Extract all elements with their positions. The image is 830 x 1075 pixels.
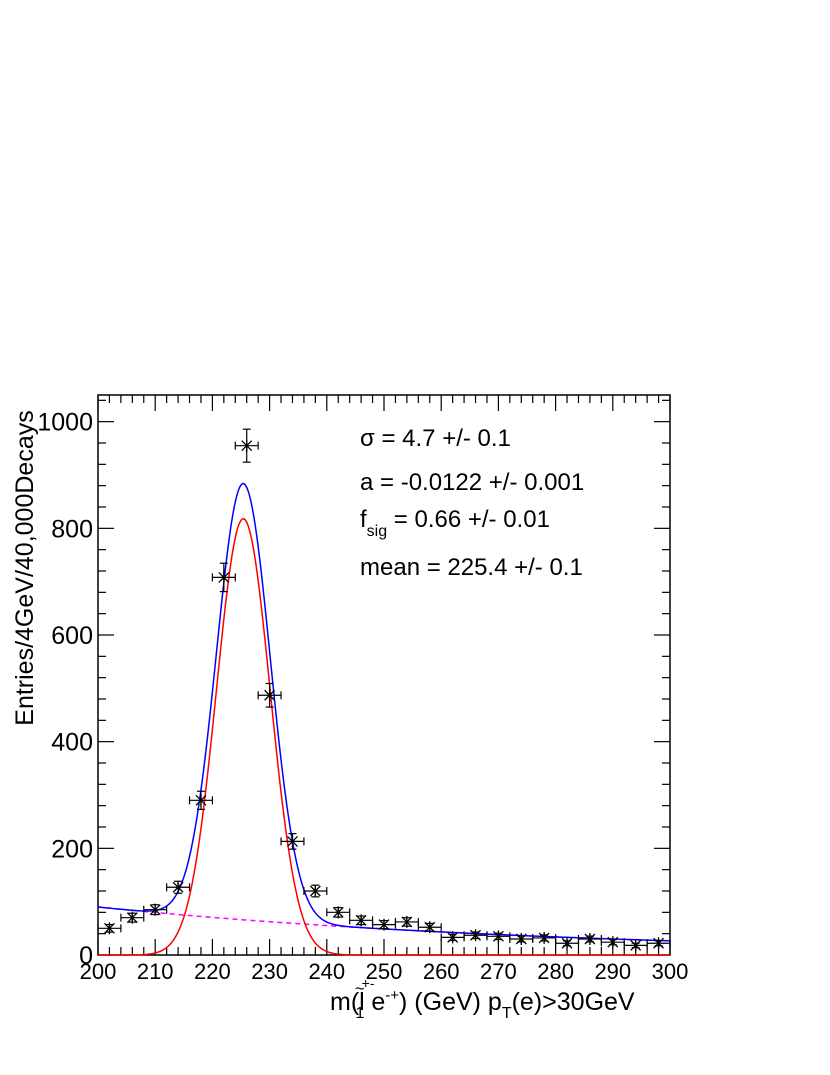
star-marker — [492, 930, 504, 943]
data-point — [166, 880, 191, 894]
star-marker — [630, 939, 642, 952]
data-point — [440, 931, 465, 944]
star-marker — [195, 794, 207, 807]
y-axis-title: Entries/4GeV/40,000Decays — [11, 410, 39, 725]
star-marker — [309, 885, 321, 897]
star-marker — [287, 835, 298, 848]
data-point — [211, 562, 236, 593]
y-tick-label: 800 — [51, 515, 93, 543]
data-point — [532, 931, 557, 944]
data-point — [349, 914, 374, 927]
x-tick-label: 290 — [594, 959, 631, 984]
x-tick-label: 240 — [308, 959, 345, 984]
data-point — [326, 906, 351, 919]
star-marker — [584, 933, 596, 945]
fit-results: σ = 4.7 +/- 0.1 a = -0.0122 +/- 0.001 fs… — [360, 425, 584, 581]
y-tick-label: 600 — [51, 622, 93, 650]
data-point — [234, 428, 259, 463]
data-point — [554, 937, 580, 950]
x-tick-label: 280 — [537, 959, 574, 984]
data-point — [417, 921, 442, 934]
x-tick-labels: 200 210 220 230 240 250 260 270 280 290 300 — [80, 959, 689, 984]
data-point — [280, 833, 305, 850]
data-point — [371, 918, 397, 931]
data-point — [486, 930, 511, 943]
data-point — [623, 939, 648, 952]
sigma-annotation: σ = 4.7 +/- 0.1 — [360, 425, 511, 452]
x-tick-label: 200 — [80, 959, 117, 984]
total-fit-curve — [97, 482, 671, 942]
x-tick-label: 230 — [251, 959, 288, 984]
x-tick-label: 220 — [194, 959, 231, 984]
x-tick-label: 300 — [652, 959, 689, 984]
a-annotation: a = -0.0122 +/- 0.001 — [360, 469, 584, 496]
star-marker — [332, 906, 344, 919]
data-point — [188, 790, 213, 811]
star-marker — [470, 929, 481, 942]
y-tick-label: 400 — [51, 729, 93, 757]
fsig-annotation: fsig = 0.66 +/- 0.01 — [360, 506, 550, 540]
data-points — [97, 428, 671, 952]
mean-annotation: mean = 225.4 +/- 0.1 — [360, 554, 583, 581]
axis-ticks — [97, 395, 671, 956]
data-point — [577, 933, 602, 945]
star-marker — [355, 914, 367, 927]
star-marker — [218, 571, 230, 584]
star-marker — [264, 689, 276, 702]
star-marker — [538, 931, 550, 944]
y-tick-label: 200 — [51, 835, 93, 863]
signal-curve — [98, 518, 670, 956]
star-marker — [401, 915, 413, 928]
data-point — [646, 937, 671, 950]
data-point — [97, 922, 122, 935]
star-marker — [378, 918, 390, 931]
y-tick-labels: 0 200 400 600 800 1000 — [37, 409, 93, 970]
x-tick-label: 250 — [366, 959, 403, 984]
star-marker — [447, 931, 459, 944]
y-tick-label: 0 — [79, 942, 93, 970]
y-tick-label: 1000 — [37, 409, 93, 437]
data-point — [143, 903, 168, 916]
x-tick-label: 210 — [137, 959, 174, 984]
star-marker — [172, 881, 184, 894]
x-tick-label: 260 — [423, 959, 460, 984]
x-tick-label: 270 — [480, 959, 517, 984]
data-point — [394, 915, 419, 928]
star-marker — [515, 933, 527, 945]
star-marker — [607, 936, 619, 949]
data-point — [463, 929, 488, 942]
star-marker — [241, 439, 253, 452]
star-marker — [103, 922, 115, 935]
x-axis-title: m(l~+-1 e-+) (GeV) pT(e)>30GeV — [330, 975, 635, 1022]
data-point — [303, 884, 328, 898]
star-marker — [653, 937, 665, 950]
data-point — [257, 682, 282, 708]
star-marker — [561, 937, 573, 950]
star-marker — [424, 921, 436, 934]
star-marker — [149, 903, 161, 916]
star-marker — [126, 911, 138, 924]
data-point — [120, 911, 145, 924]
